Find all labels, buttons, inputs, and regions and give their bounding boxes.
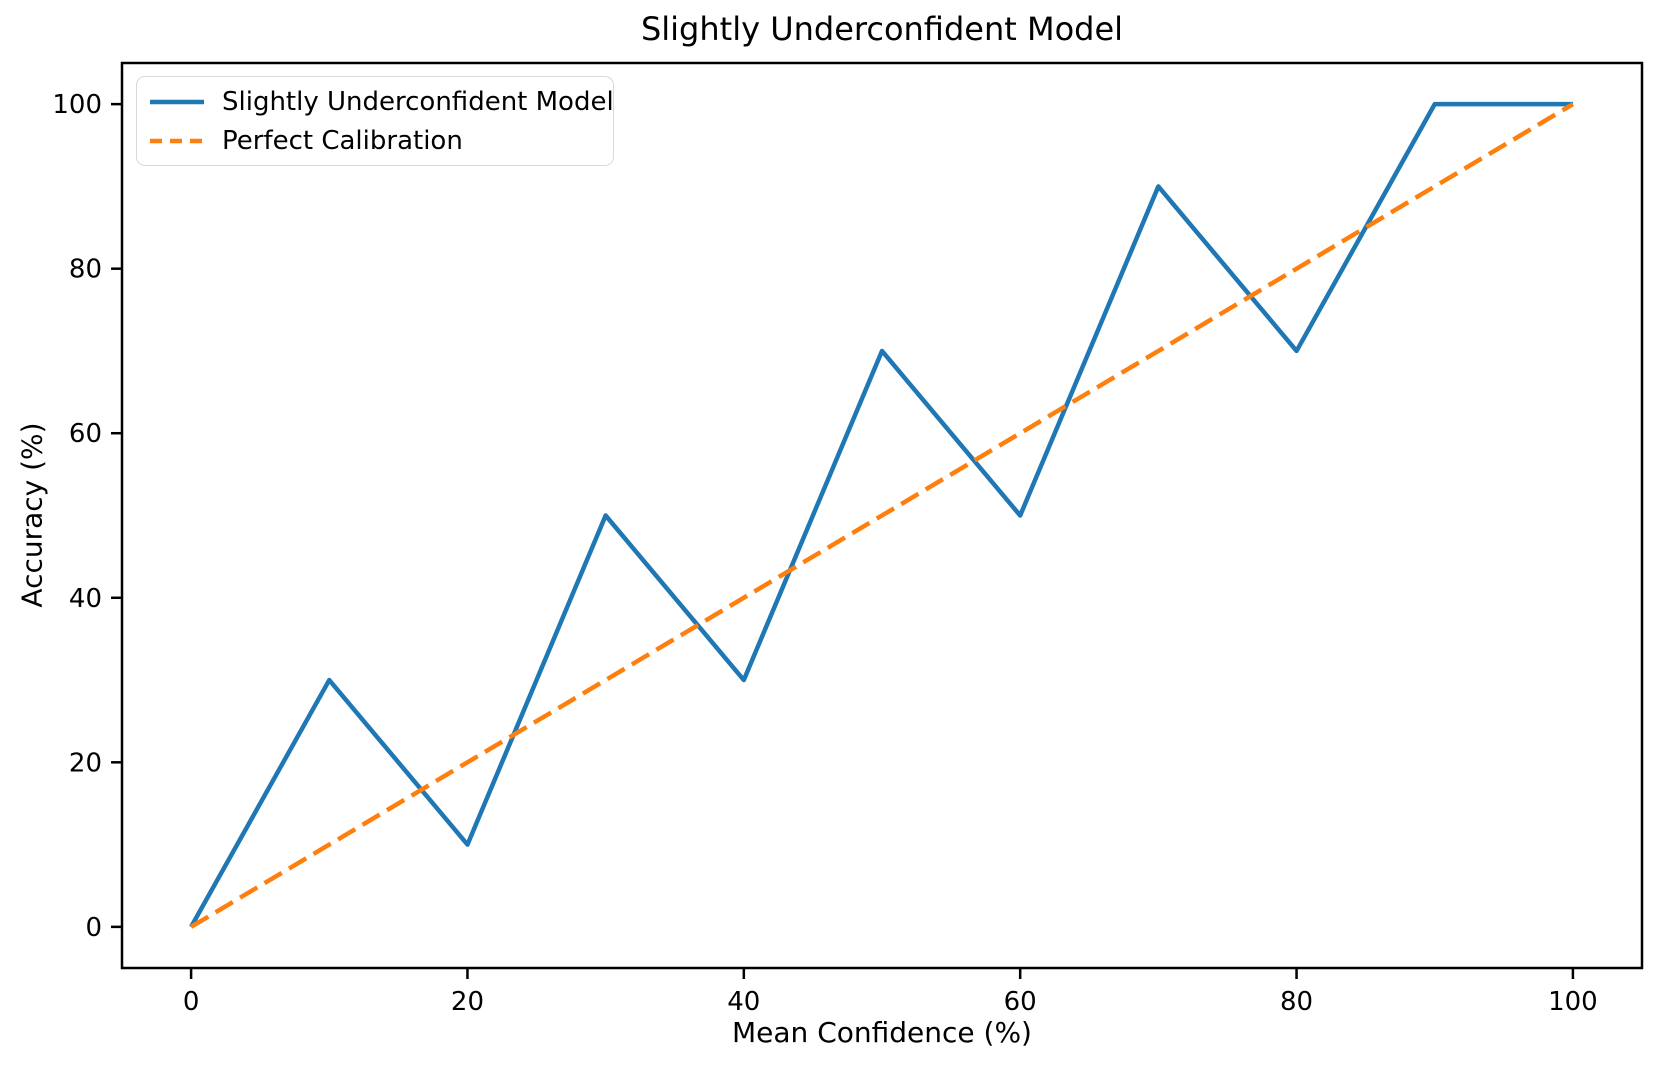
y-axis-label: Accuracy (%) (15, 422, 49, 608)
x-axis-label: Mean Confidence (%) (732, 1016, 1032, 1049)
x-tick-label: 60 (1004, 987, 1037, 1017)
y-tick-label: 100 (52, 90, 102, 120)
legend: Slightly Underconfident Model Perfect Ca… (136, 76, 614, 166)
plot-border (120, 61, 1644, 970)
chart-title: Slightly Underconfident Model (640, 10, 1124, 48)
legend-item-label: Slightly Underconfident Model (222, 86, 614, 117)
y-tick-label: 40 (69, 584, 102, 614)
legend-item: Slightly Underconfident Model (149, 86, 614, 118)
legend-line-dashed-icon (150, 138, 204, 143)
legend-line-solid-icon (150, 99, 204, 104)
legend-item: Perfect Calibration (149, 125, 601, 157)
x-tick-label: 0 (183, 987, 200, 1017)
x-tick-label: 20 (451, 987, 484, 1017)
series-line-perfect-calibration (189, 102, 1575, 929)
y-tick-label: 0 (85, 913, 102, 943)
y-tick-label: 20 (69, 748, 102, 778)
legend-item-label: Perfect Calibration (222, 125, 463, 156)
x-tick-label: 100 (1548, 987, 1598, 1017)
x-tick-label: 40 (727, 987, 760, 1017)
y-tick-label: 80 (69, 255, 102, 285)
x-tick-label: 80 (1280, 987, 1313, 1017)
y-tick-label: 60 (69, 419, 102, 449)
